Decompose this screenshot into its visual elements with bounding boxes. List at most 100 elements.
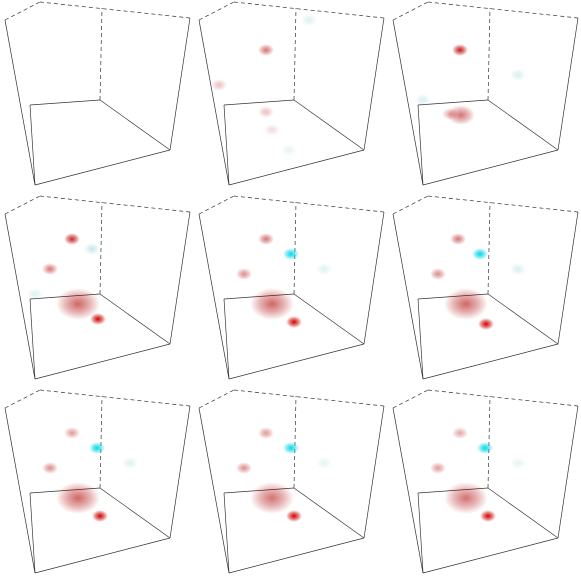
density-blob xyxy=(430,462,446,474)
cube-plot xyxy=(4,195,191,380)
cube-edge xyxy=(29,298,36,380)
volume-render-panel xyxy=(388,388,581,581)
cube-edge xyxy=(29,99,101,106)
cube-plot xyxy=(392,195,579,380)
cube-plot xyxy=(4,389,191,574)
density-blob xyxy=(258,44,274,56)
cube-edge xyxy=(223,99,295,106)
density-blob xyxy=(89,442,105,454)
cube-edge xyxy=(427,195,579,213)
density-blob xyxy=(444,288,488,320)
cube-edge xyxy=(487,395,491,489)
density-blob xyxy=(281,144,297,156)
cube-edge xyxy=(422,149,559,186)
density-blob xyxy=(250,482,294,514)
cube-edge xyxy=(169,211,191,345)
cube-edge xyxy=(198,195,235,215)
cube-edge xyxy=(29,104,36,186)
cube-plot xyxy=(198,195,385,380)
cube-edge xyxy=(228,343,365,380)
cube-edge xyxy=(169,17,191,151)
volume-render-panel xyxy=(194,0,387,193)
cube-edge xyxy=(487,99,559,151)
density-blob xyxy=(258,106,274,118)
cube-edge xyxy=(4,213,36,380)
cube-plot xyxy=(392,1,579,186)
volume-render-panel xyxy=(194,194,387,387)
cube-edge xyxy=(198,389,235,409)
density-blob xyxy=(122,457,138,469)
cube-edge xyxy=(557,211,579,345)
cube-edge xyxy=(392,389,429,409)
cube-edge xyxy=(392,19,424,186)
cube-edge xyxy=(39,1,191,19)
density-blob xyxy=(64,233,80,245)
cube-edge xyxy=(392,407,424,574)
cube-edge xyxy=(487,201,491,295)
density-blob xyxy=(283,442,299,454)
cube-edge xyxy=(99,487,171,539)
cube-edge xyxy=(29,492,36,574)
cube-edge xyxy=(487,293,559,345)
density-blob xyxy=(56,288,100,320)
density-blob xyxy=(430,268,446,280)
cube-plot xyxy=(392,389,579,574)
density-blob xyxy=(316,457,332,469)
cube-edge xyxy=(228,537,365,574)
density-blob xyxy=(286,510,302,522)
cube-edge xyxy=(4,195,41,215)
density-blob xyxy=(301,14,317,26)
cube-edge xyxy=(4,389,41,409)
cube-edge xyxy=(293,201,297,295)
density-blob xyxy=(415,94,431,106)
volume-render-panel xyxy=(0,388,193,581)
density-blob xyxy=(472,248,488,260)
cube-edge xyxy=(293,395,297,489)
cube-edge xyxy=(293,293,365,345)
cube-edge xyxy=(427,1,579,19)
volume-render-panel xyxy=(0,0,193,193)
cube-plot xyxy=(4,1,191,186)
cube-edge xyxy=(363,17,385,151)
cube-edge xyxy=(417,99,489,106)
volume-render-panel xyxy=(0,194,193,387)
cube-edge xyxy=(363,211,385,345)
cube-edge xyxy=(39,389,191,407)
density-blob xyxy=(510,457,526,469)
cube-edge xyxy=(392,213,424,380)
cube-edge xyxy=(99,293,171,345)
cube-edge xyxy=(99,201,103,295)
cube-edge xyxy=(99,395,103,489)
density-blob xyxy=(258,233,274,245)
cube-edge xyxy=(34,149,171,186)
density-blob xyxy=(316,263,332,275)
density-blob xyxy=(90,313,106,325)
cube-edge xyxy=(34,537,171,574)
cube-edge xyxy=(223,104,230,186)
cube-edge xyxy=(293,487,365,539)
density-blob xyxy=(478,318,494,330)
cube-edge xyxy=(4,407,36,574)
density-blob xyxy=(447,105,475,125)
density-blob xyxy=(211,79,227,91)
density-blob xyxy=(477,442,493,454)
volume-render-panel xyxy=(194,388,387,581)
density-blob xyxy=(92,510,108,522)
density-blob xyxy=(286,316,302,328)
cube-edge xyxy=(198,1,235,21)
cube-edge xyxy=(198,407,230,574)
density-blob xyxy=(510,263,526,275)
cube-edge xyxy=(557,17,579,151)
density-blob xyxy=(42,462,58,474)
cube-edge xyxy=(417,104,424,186)
cube-edge xyxy=(39,195,191,213)
cube-edge xyxy=(417,298,424,380)
cube-edge xyxy=(233,195,385,213)
cube-edge xyxy=(223,298,230,380)
density-blob xyxy=(236,268,252,280)
cube-edge xyxy=(198,19,230,186)
density-blob xyxy=(510,69,526,81)
density-blob xyxy=(480,510,496,522)
density-blob xyxy=(264,124,280,136)
cube-edge xyxy=(392,1,429,21)
